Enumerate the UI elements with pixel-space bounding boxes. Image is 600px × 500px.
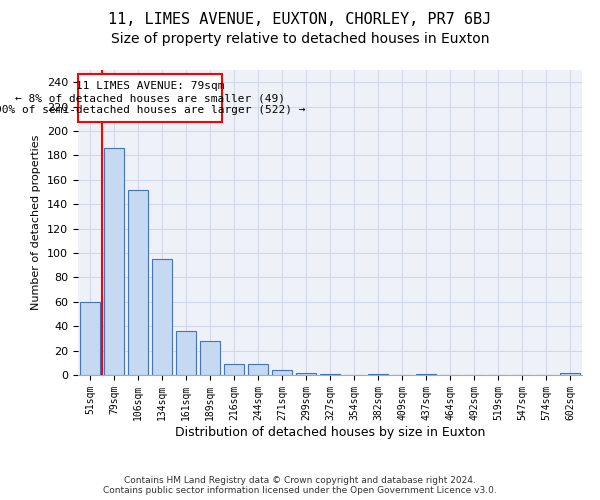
Bar xyxy=(104,148,124,375)
Bar xyxy=(200,341,220,375)
Bar xyxy=(248,364,268,375)
Text: 11, LIMES AVENUE, EUXTON, CHORLEY, PR7 6BJ: 11, LIMES AVENUE, EUXTON, CHORLEY, PR7 6… xyxy=(109,12,491,28)
Bar xyxy=(79,74,222,122)
X-axis label: Distribution of detached houses by size in Euxton: Distribution of detached houses by size … xyxy=(175,426,485,438)
Bar xyxy=(176,331,196,375)
Text: Size of property relative to detached houses in Euxton: Size of property relative to detached ho… xyxy=(111,32,489,46)
Y-axis label: Number of detached properties: Number of detached properties xyxy=(31,135,41,310)
Text: 11 LIMES AVENUE: 79sqm
← 8% of detached houses are smaller (49)
90% of semi-deta: 11 LIMES AVENUE: 79sqm ← 8% of detached … xyxy=(0,82,305,114)
Bar xyxy=(560,372,580,375)
Bar xyxy=(152,259,172,375)
Bar xyxy=(416,374,436,375)
Bar xyxy=(224,364,244,375)
Bar xyxy=(320,374,340,375)
Bar xyxy=(272,370,292,375)
Bar xyxy=(128,190,148,375)
Bar xyxy=(368,374,388,375)
Bar xyxy=(296,372,316,375)
Text: Contains HM Land Registry data © Crown copyright and database right 2024.
Contai: Contains HM Land Registry data © Crown c… xyxy=(103,476,497,495)
Bar xyxy=(80,302,100,375)
